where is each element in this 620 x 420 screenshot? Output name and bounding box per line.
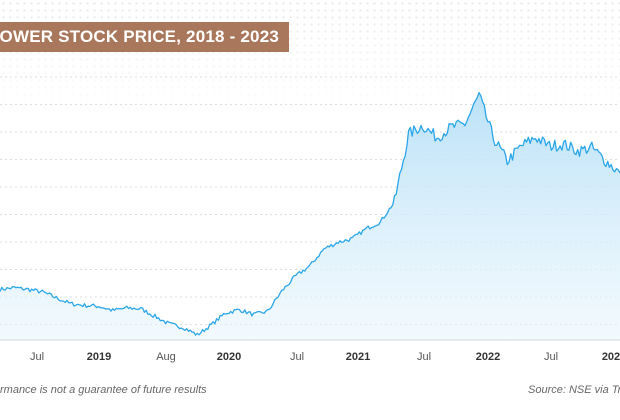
chart-title-banner: OWER STOCK PRICE, 2018 - 2023: [0, 22, 289, 52]
x-tick-label: Jul: [544, 351, 558, 363]
x-tick-label: 2022: [476, 351, 500, 363]
dot-pattern-fade: [0, 0, 620, 120]
x-tick-label: 2021: [346, 351, 370, 363]
disclaimer-text: rmance is not a guarantee of future resu…: [0, 384, 250, 396]
x-tick-label: Jul: [417, 351, 431, 363]
x-tick-label: 202: [602, 351, 620, 363]
x-tick-label: 2020: [217, 351, 241, 363]
x-tick-label: Jul: [30, 351, 44, 363]
x-axis-ticks: Jul 2019 Aug 2020 Jul 2021 Jul 2022 Jul 202: [30, 351, 620, 363]
price-line: [0, 91, 620, 336]
chart-title: OWER STOCK PRICE, 2018 - 2023: [0, 27, 279, 46]
x-tick-label: Aug: [156, 351, 176, 363]
x-tick-label: 2019: [87, 351, 111, 363]
source-text: Source: NSE via Tr: [528, 384, 620, 396]
x-tick-label: Jul: [290, 351, 304, 363]
disclaimer-label: rmance is not a guarantee of future resu…: [0, 384, 207, 396]
price-area-fill: [0, 92, 620, 340]
